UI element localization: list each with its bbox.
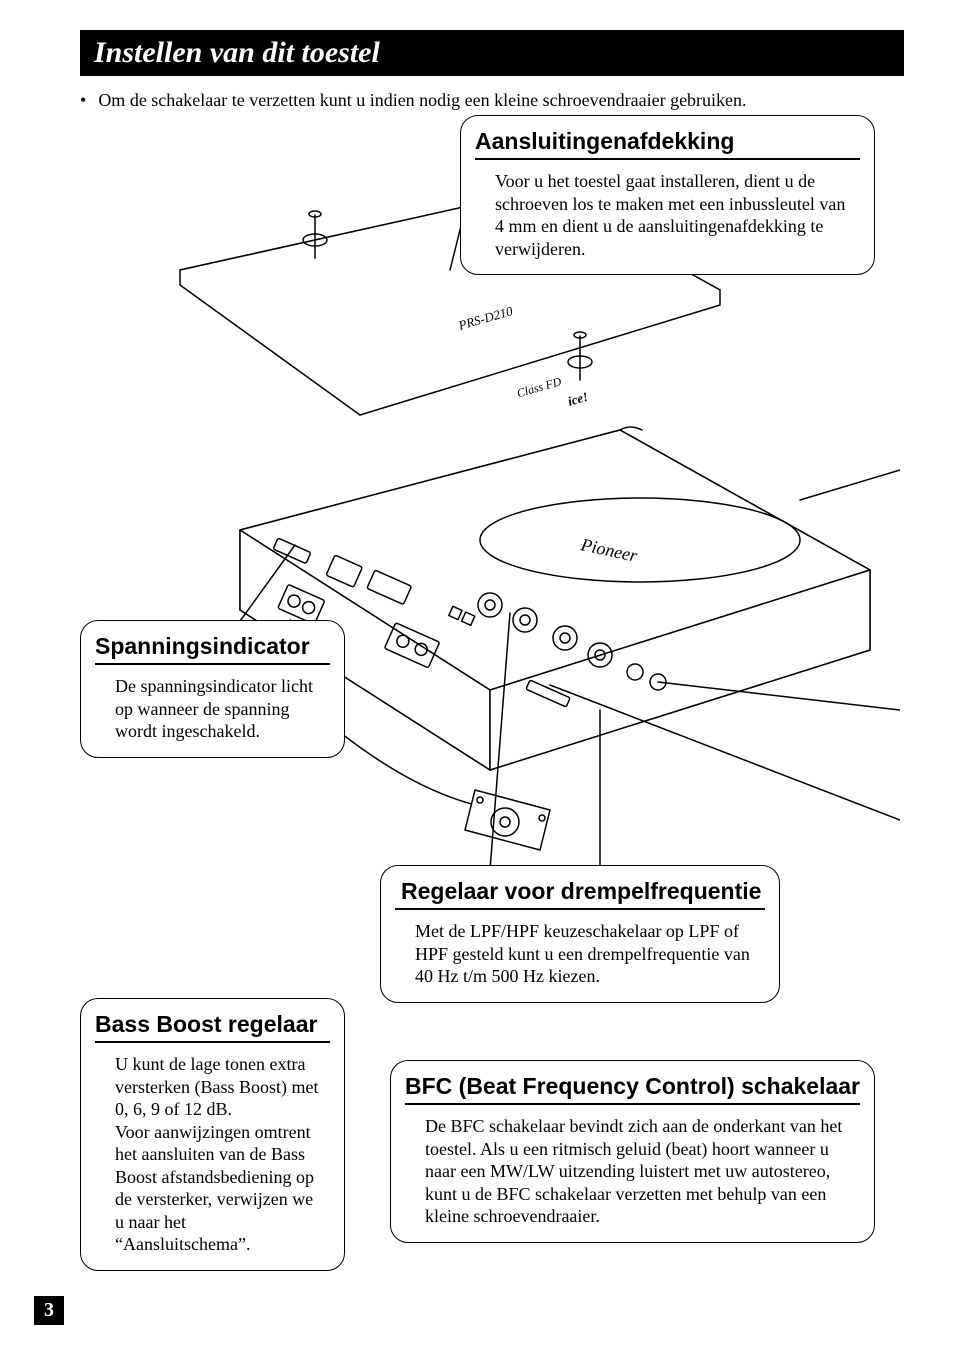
intro-bullet: •	[80, 90, 86, 111]
page-number-text: 3	[44, 1299, 54, 1321]
callout-body: De spanningsindicator licht op wanneer d…	[95, 675, 330, 743]
section-title-text: Instellen van dit toestel	[94, 36, 380, 69]
ice-label: ice!	[566, 389, 590, 409]
callout-regelaar-drempelfrequentie: Regelaar voor drempelfrequentie Met de L…	[380, 865, 780, 1003]
page-number: 3	[34, 1296, 64, 1325]
callout-body: Voor u het toestel gaat installeren, die…	[475, 170, 860, 260]
callout-body: Met de LPF/HPF keuzeschakelaar op LPF of…	[395, 920, 765, 988]
callout-bass-boost: Bass Boost regelaar U kunt de lage tonen…	[80, 998, 345, 1271]
callout-aansluitingenafdekking: Aansluitingenafdekking Voor u het toeste…	[460, 115, 875, 275]
callout-bfc-schakelaar: BFC (Beat Frequency Control) schakelaar …	[390, 1060, 875, 1243]
callout-body: U kunt de lage tonen extra versterken (B…	[95, 1053, 330, 1256]
callout-body: De BFC schakelaar bevindt zich aan de on…	[405, 1115, 860, 1228]
callout-title: Aansluitingenafdekking	[475, 128, 860, 160]
remote-knob-icon	[465, 790, 550, 850]
section-title-bar: Instellen van dit toestel	[80, 30, 904, 76]
callout-spanningsindicator: Spanningsindicator De spanningsindicator…	[80, 620, 345, 758]
callout-title: BFC (Beat Frequency Control) schakelaar	[405, 1073, 860, 1105]
intro-line: • Om de schakelaar te verzetten kunt u i…	[80, 90, 904, 111]
classfd-label: Class FD	[515, 374, 563, 400]
callout-title: Regelaar voor drempelfrequentie	[395, 878, 765, 910]
callout-title: Spanningsindicator	[95, 633, 330, 665]
intro-text: Om de schakelaar te verzetten kunt u ind…	[98, 90, 746, 111]
callout-title: Bass Boost regelaar	[95, 1011, 330, 1043]
